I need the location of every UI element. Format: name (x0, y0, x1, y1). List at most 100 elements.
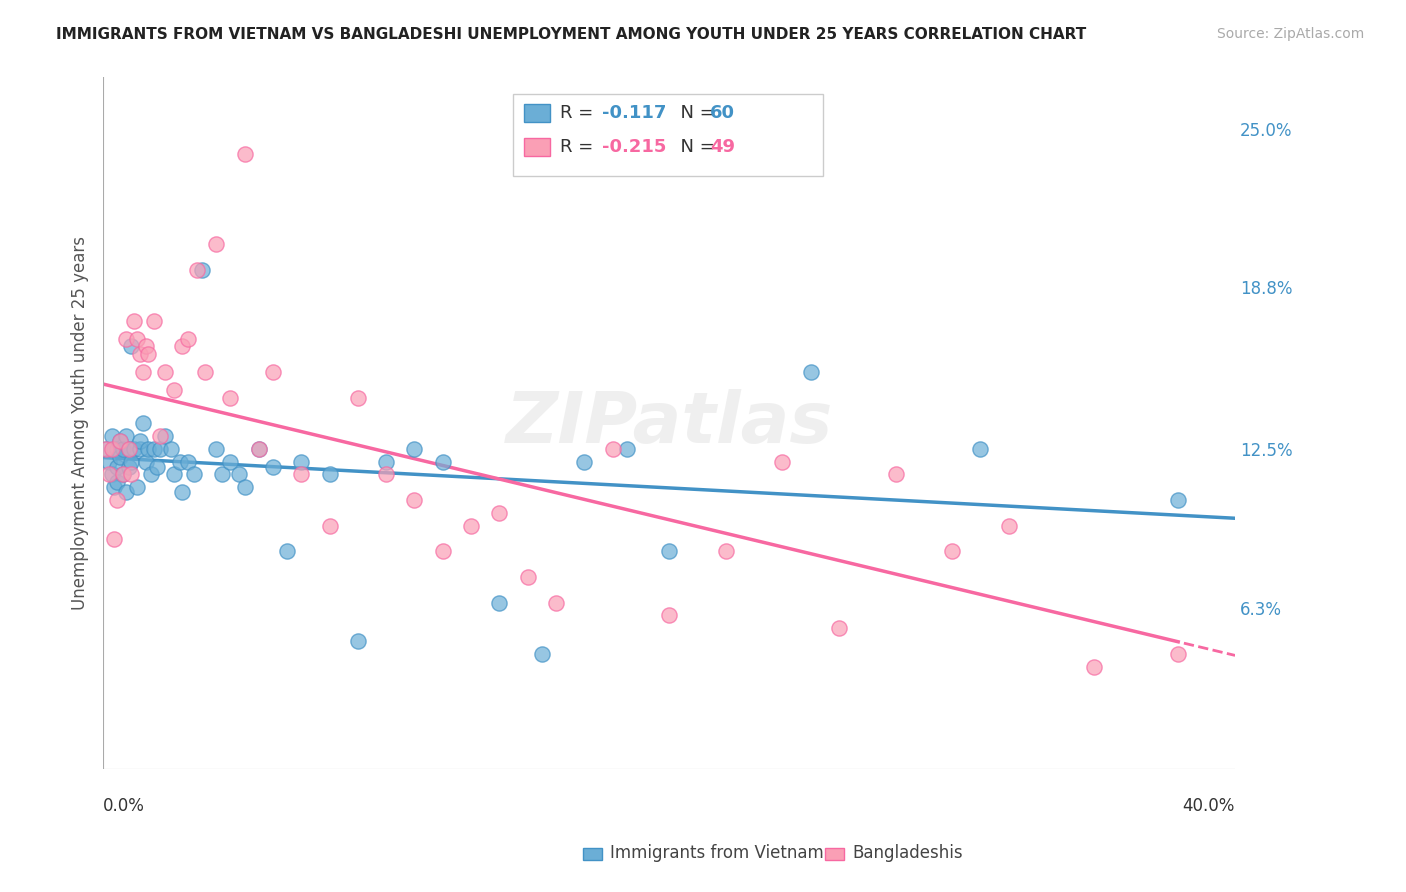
Point (276, 544, 298, 558)
Point (172, 485, 194, 500)
Point (375, 467, 398, 482)
Point (997, 518, 1019, 533)
Point (800, 365, 823, 379)
Text: N =: N = (669, 104, 721, 122)
Point (969, 442, 991, 456)
Point (318, 467, 340, 482)
Point (122, 314, 145, 328)
Y-axis label: Unemployment Among Youth under 25 years: Unemployment Among Youth under 25 years (72, 236, 89, 610)
Point (117, 459, 139, 474)
Point (111, 442, 134, 456)
Point (169, 455, 191, 469)
Point (191, 262, 214, 277)
Point (290, 467, 312, 482)
Point (114, 429, 136, 443)
Point (205, 442, 228, 456)
Point (247, 442, 270, 456)
Point (404, 493, 426, 508)
Text: 40.0%: 40.0% (1182, 797, 1234, 814)
Point (132, 365, 155, 379)
Text: R =: R = (560, 138, 599, 156)
Point (432, 544, 454, 558)
Point (219, 391, 242, 405)
Point (194, 365, 217, 379)
Point (163, 383, 186, 397)
Text: -0.215: -0.215 (602, 138, 666, 156)
Point (262, 365, 284, 379)
Point (233, 480, 256, 494)
Text: 0.0%: 0.0% (103, 797, 145, 814)
Point (828, 621, 851, 635)
Point (114, 332, 136, 346)
Point (247, 442, 270, 456)
Text: R =: R = (560, 104, 599, 122)
Text: N =: N = (669, 138, 721, 156)
Text: 60: 60 (710, 104, 735, 122)
Point (141, 467, 163, 482)
Point (97, 455, 120, 469)
Point (574, 455, 596, 469)
Point (94, 442, 117, 456)
Point (941, 544, 963, 558)
Point (1083, 659, 1105, 673)
Point (127, 332, 149, 346)
Point (149, 442, 172, 456)
Point (375, 455, 398, 469)
Point (233, 147, 256, 161)
Text: IMMIGRANTS FROM VIETNAM VS BANGLADESHI UNEMPLOYMENT AMONG YOUTH UNDER 25 YEARS C: IMMIGRANTS FROM VIETNAM VS BANGLADESHI U… (56, 27, 1087, 42)
Point (488, 596, 510, 610)
Point (346, 391, 368, 405)
Text: 49: 49 (710, 138, 735, 156)
Point (117, 442, 139, 456)
Point (714, 544, 737, 558)
Point (186, 262, 208, 277)
Point (120, 455, 142, 469)
Point (105, 475, 128, 490)
Point (262, 459, 284, 474)
Point (143, 314, 166, 328)
Point (129, 347, 152, 361)
Point (177, 332, 200, 346)
Point (138, 442, 160, 456)
Point (114, 485, 136, 500)
Point (177, 455, 200, 469)
Text: Bangladeshis: Bangladeshis (852, 844, 963, 862)
Point (290, 455, 312, 469)
Point (103, 532, 125, 546)
Point (219, 455, 242, 469)
Point (770, 455, 793, 469)
Point (105, 442, 128, 456)
Point (1167, 493, 1189, 508)
Point (135, 339, 157, 353)
Point (129, 434, 152, 449)
Point (111, 467, 134, 482)
Point (129, 442, 152, 456)
Point (488, 506, 510, 520)
Text: Source: ZipAtlas.com: Source: ZipAtlas.com (1216, 27, 1364, 41)
Point (530, 647, 553, 661)
Point (346, 634, 368, 648)
Point (94, 442, 117, 456)
Point (122, 442, 145, 456)
Point (160, 442, 183, 456)
Text: ZIPatlas: ZIPatlas (505, 389, 832, 458)
Point (120, 467, 142, 482)
Point (205, 236, 228, 251)
Point (105, 493, 128, 508)
Point (108, 434, 131, 449)
Point (100, 442, 122, 456)
Point (108, 434, 131, 449)
Point (211, 467, 233, 482)
Point (658, 608, 681, 623)
Point (143, 442, 166, 456)
Point (105, 459, 128, 474)
Point (544, 596, 567, 610)
Point (149, 429, 172, 443)
Point (100, 429, 122, 443)
Point (602, 442, 624, 456)
Point (120, 339, 142, 353)
Point (318, 518, 340, 533)
Point (127, 480, 149, 494)
Point (97, 467, 120, 482)
Text: Immigrants from Vietnam: Immigrants from Vietnam (610, 844, 824, 862)
